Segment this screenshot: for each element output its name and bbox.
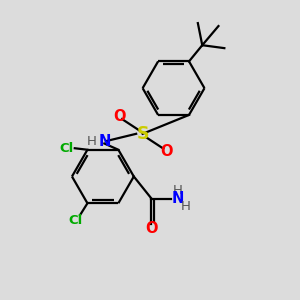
Text: N: N: [98, 134, 110, 149]
Text: H: H: [181, 200, 191, 213]
Text: O: O: [145, 220, 158, 236]
Text: N: N: [172, 191, 184, 206]
Text: H: H: [173, 184, 183, 197]
Text: O: O: [113, 109, 125, 124]
Text: Cl: Cl: [68, 214, 83, 227]
Text: H: H: [87, 135, 97, 148]
Text: Cl: Cl: [60, 142, 74, 155]
Text: S: S: [136, 125, 149, 143]
Text: O: O: [160, 144, 172, 159]
